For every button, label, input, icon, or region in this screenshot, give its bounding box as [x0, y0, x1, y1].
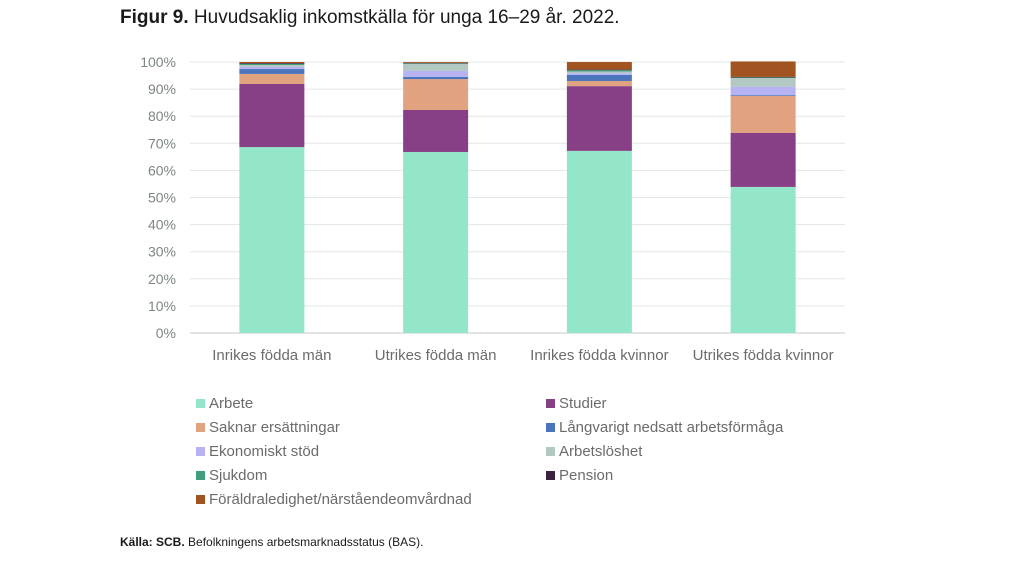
x-tick-label: Inrikes födda män: [212, 347, 331, 364]
y-tick-label: 30%: [148, 244, 176, 260]
bar-segment: [566, 75, 632, 81]
y-tick-label: 90%: [148, 81, 176, 97]
bar-segment: [730, 77, 796, 87]
bar-segment: [403, 109, 469, 152]
legend-label: Saknar ersättningar: [209, 419, 340, 436]
legend-swatch: [196, 447, 205, 456]
legend-swatch: [546, 399, 555, 408]
legend-item: Pension: [546, 467, 613, 484]
stacked-bar-chart: 0% 10% 20% 30% 40% 50% 60% 70% 80% 90% 100% Inrikes…: [140, 54, 845, 364]
x-tick-label: Inrikes födda kvinnor: [530, 347, 668, 364]
legend-item: Arbete: [196, 395, 253, 412]
x-tick-label: Utrikes födda män: [375, 347, 497, 364]
figure-caption: Huvudsaklig inkomstkälla för unga 16–29 …: [188, 7, 620, 28]
y-tick-label: 60%: [148, 162, 176, 178]
bar-segment: [403, 63, 469, 71]
legend-swatch: [196, 399, 205, 408]
y-tick-label: 20%: [148, 271, 176, 287]
bar-segment: [239, 63, 305, 65]
bar-segment: [403, 79, 469, 110]
bar-segment: [566, 70, 632, 72]
bar-segment: [239, 83, 305, 148]
y-tick-label: 50%: [148, 190, 176, 206]
legend-label: Studier: [559, 395, 607, 412]
bar-segment: [730, 61, 796, 77]
legend-label: Långvarigt nedsatt arbetsförmåga: [559, 419, 784, 436]
source-text: Befolkningens arbetsmarknadsstatus (BAS)…: [184, 535, 424, 549]
legend-label: Pension: [559, 467, 614, 484]
bar-segment: [239, 69, 305, 74]
legend-item: Studier: [546, 395, 607, 412]
bar-segment: [403, 62, 469, 63]
source-note: Källa: SCB. Befolkningens arbetsmarknads…: [120, 535, 423, 549]
y-tick-label: 70%: [148, 135, 176, 151]
figure-number: Figur 9.: [120, 7, 189, 28]
bar-segment: [239, 62, 305, 64]
bar-segment: [403, 76, 469, 80]
legend-swatch: [196, 471, 205, 480]
bar-segment: [403, 70, 469, 77]
bar-segment: [730, 95, 796, 134]
bar-segment: [566, 62, 632, 70]
y-tick-label: 100%: [140, 54, 176, 70]
legend-label: Arbete: [209, 395, 254, 412]
bar-segment: [730, 186, 796, 333]
bar-segment: [566, 69, 632, 71]
bar-segment: [566, 86, 632, 151]
bar-segment: [730, 76, 796, 78]
bar-segment: [403, 62, 469, 64]
x-tick-label: Utrikes födda kvinnor: [693, 347, 834, 364]
bar-segment: [730, 86, 796, 96]
bar-segment: [566, 73, 632, 76]
legend-item: Ekonomiskt stöd: [196, 443, 319, 460]
bar-segment: [239, 66, 305, 70]
source-label: Källa: SCB.: [120, 535, 185, 549]
y-tick-label: 40%: [148, 217, 176, 233]
bar-segment: [566, 71, 632, 74]
bar-segment: [403, 63, 469, 64]
legend-label: Arbetslöshet: [559, 443, 643, 460]
chart-title: Figur 9. Huvudsaklig inkomstkälla för un…: [120, 7, 620, 29]
y-tick-label: 10%: [148, 298, 176, 314]
bar-segment: [566, 150, 632, 333]
bar-segment: [730, 77, 796, 78]
bar-segment: [239, 147, 305, 333]
bar-segment: [239, 63, 305, 64]
legend-label: Sjukdom: [209, 467, 268, 484]
legend-label: Föräldraledighet/närståendeomvårdnad: [209, 491, 472, 508]
legend-item: Arbetslöshet: [546, 443, 642, 460]
legend-swatch: [546, 471, 555, 480]
y-tick-label: 80%: [148, 108, 176, 124]
legend-swatch: [546, 423, 555, 432]
bar-segment: [239, 64, 305, 67]
bar-segment: [403, 151, 469, 333]
legend-item: Föräldraledighet/närståendeomvårdnad: [196, 491, 472, 508]
legend-swatch: [196, 495, 205, 504]
legend-item: Saknar ersättningar: [196, 419, 340, 436]
legend-swatch: [546, 447, 555, 456]
legend-item: Långvarigt nedsatt arbetsförmåga: [546, 419, 783, 436]
bar-segment: [730, 95, 796, 96]
bar-segment: [239, 73, 305, 84]
bar-segment: [730, 133, 796, 187]
legend-label: Ekonomiskt stöd: [209, 443, 320, 460]
bar-segment: [566, 80, 632, 87]
legend-item: Sjukdom: [196, 467, 267, 484]
legend-swatch: [196, 423, 205, 432]
y-tick-label: 0%: [156, 325, 176, 341]
